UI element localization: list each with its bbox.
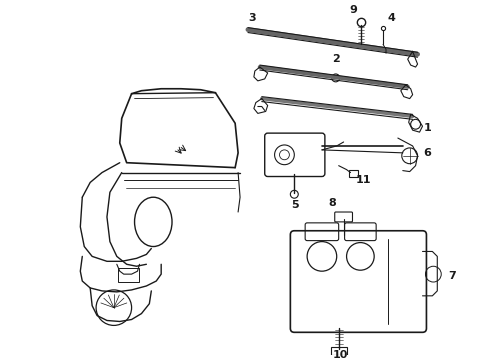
Text: 5: 5 bbox=[292, 200, 299, 210]
Text: 7: 7 bbox=[448, 271, 456, 281]
Text: 11: 11 bbox=[356, 175, 371, 185]
Text: 1: 1 bbox=[423, 123, 431, 133]
Text: 3: 3 bbox=[248, 13, 256, 23]
Text: 10: 10 bbox=[333, 350, 348, 360]
Text: 9: 9 bbox=[349, 5, 357, 15]
Text: 6: 6 bbox=[423, 148, 431, 158]
Text: 8: 8 bbox=[328, 198, 336, 208]
Text: 4: 4 bbox=[387, 13, 395, 23]
Text: 2: 2 bbox=[332, 54, 340, 64]
